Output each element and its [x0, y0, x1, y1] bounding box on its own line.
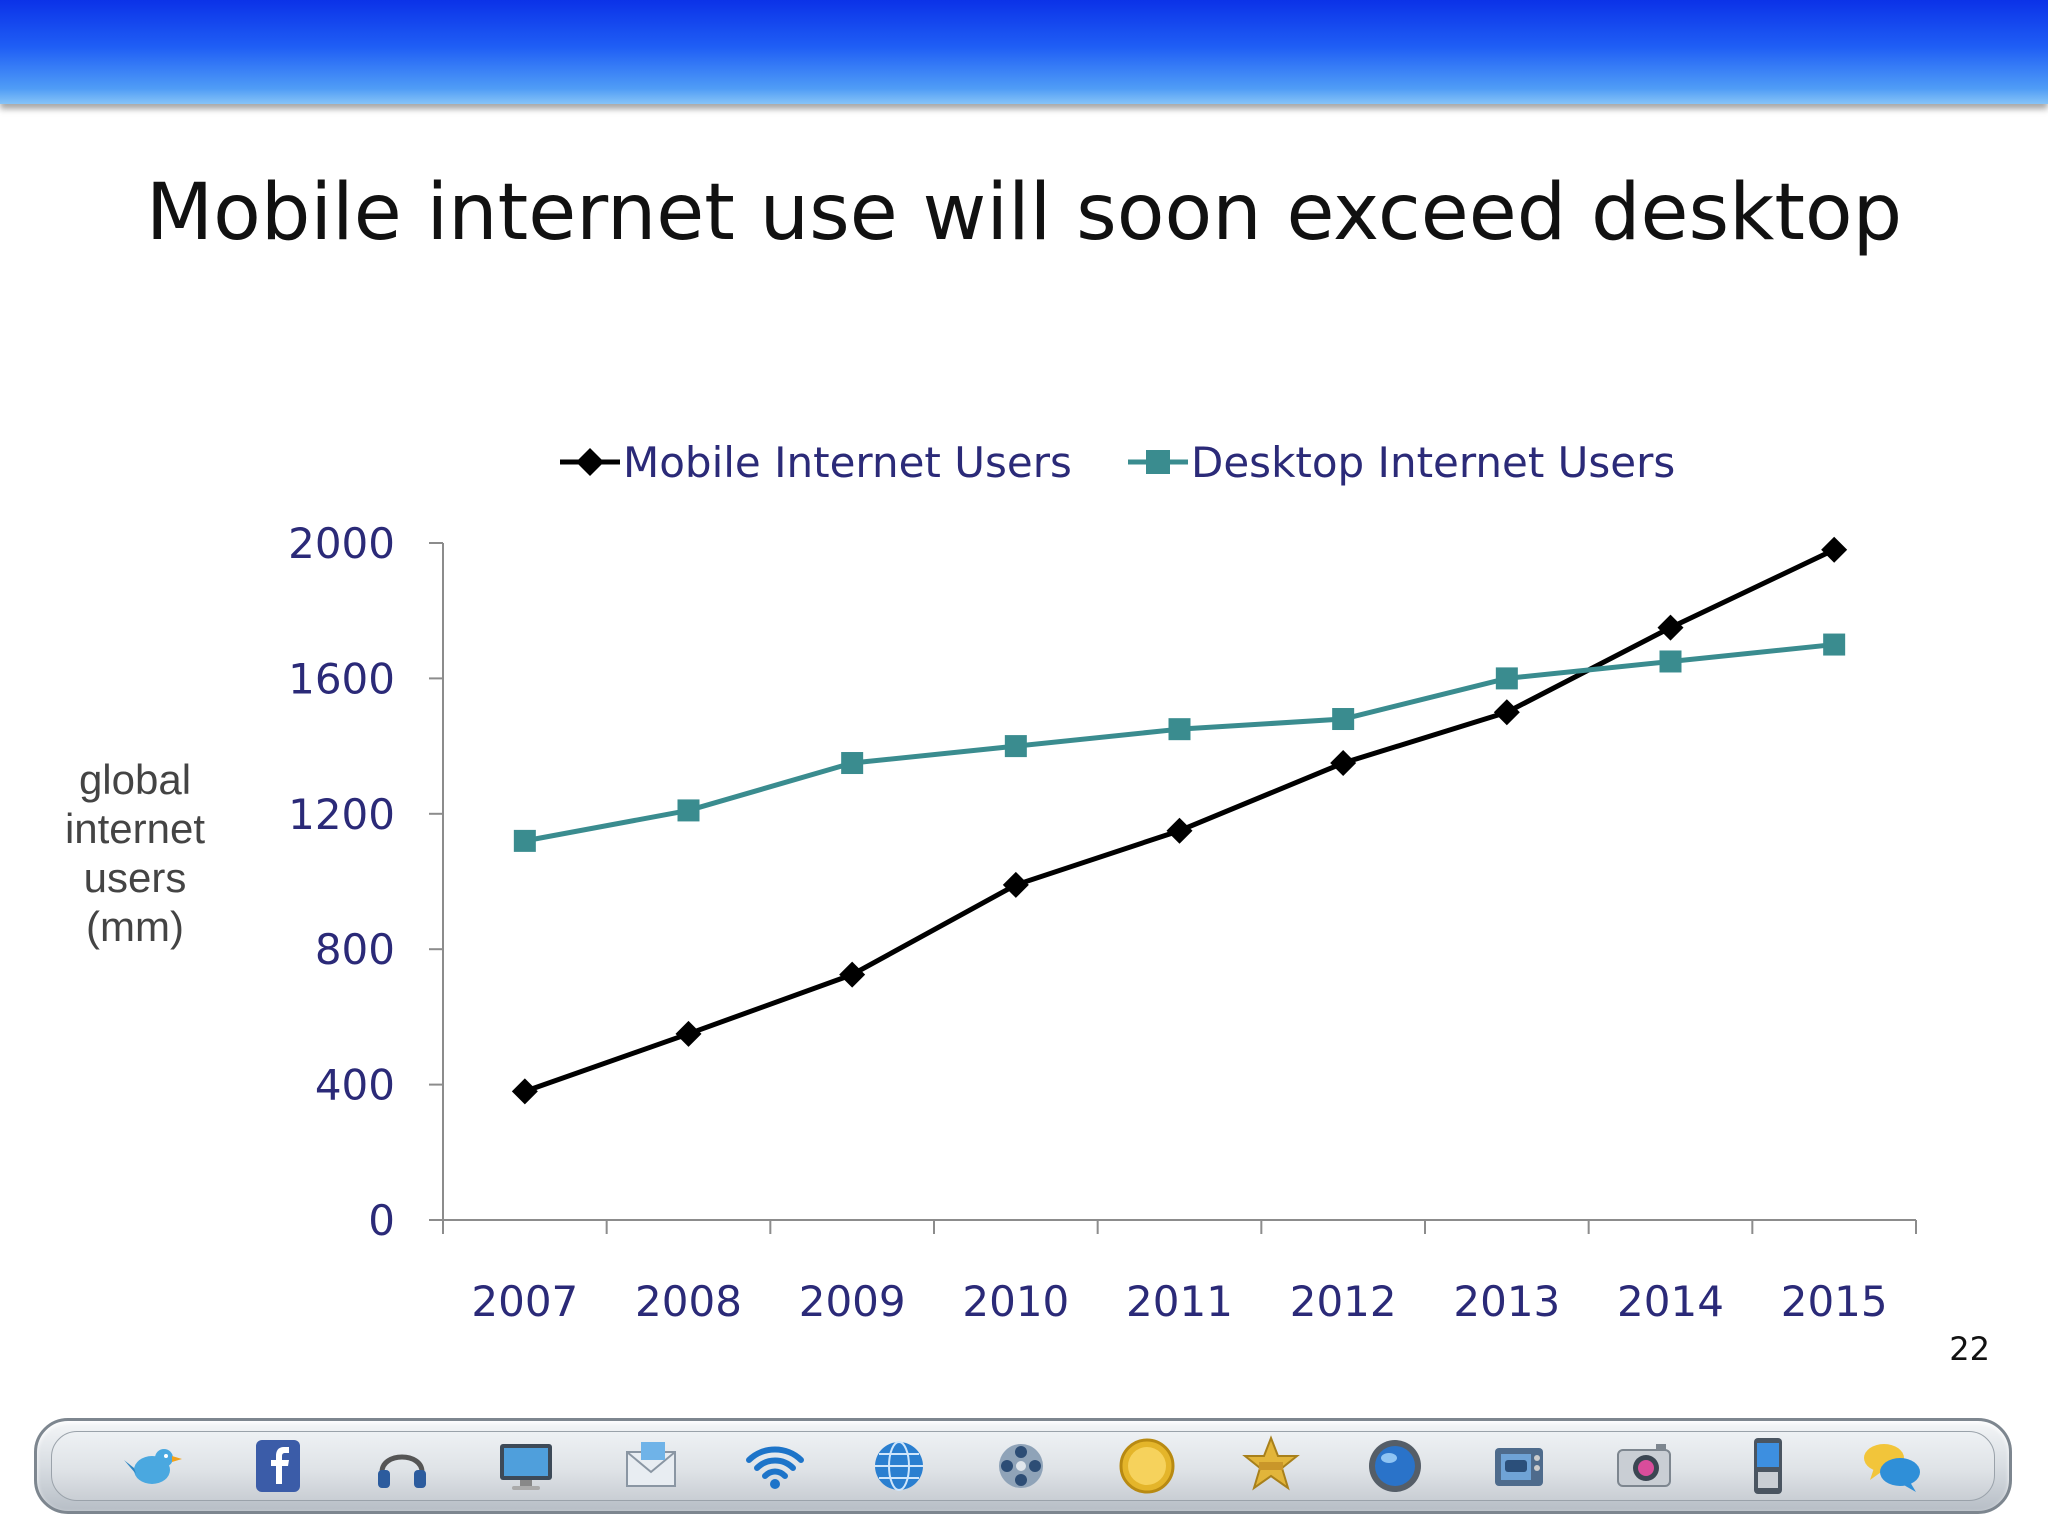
- data-point-marker: [1821, 536, 1848, 563]
- x-tick-label: 2008: [635, 1277, 742, 1326]
- data-point-marker: [1166, 817, 1193, 844]
- data-point-marker: [1823, 633, 1846, 656]
- legend-marker-1: [1146, 450, 1170, 474]
- wifi-icon[interactable]: [743, 1434, 807, 1498]
- y-tick-label: 400: [315, 1061, 395, 1110]
- data-point-marker: [513, 829, 536, 852]
- data-point-marker: [1332, 708, 1355, 731]
- y-tick-label: 0: [368, 1196, 395, 1245]
- x-tick-label: 2015: [1781, 1277, 1888, 1326]
- y-tick-label: 800: [315, 925, 395, 974]
- data-point-marker: [1495, 667, 1518, 690]
- data-point-marker: [675, 1020, 702, 1047]
- twitter-bird-icon[interactable]: [122, 1434, 186, 1498]
- legend-label-1: Desktop Internet Users: [1191, 438, 1675, 487]
- x-tick-label: 2010: [962, 1277, 1069, 1326]
- y-axis-title-line: (mm): [86, 903, 184, 950]
- series-line-1: [524, 642, 1835, 844]
- x-tick-label: 2013: [1453, 1277, 1560, 1326]
- data-point-marker: [1659, 650, 1682, 673]
- y-tick-label: 1200: [288, 790, 395, 839]
- top-banner: [0, 0, 2048, 104]
- chat-bubbles-icon[interactable]: [1860, 1434, 1924, 1498]
- x-tick-label: 2014: [1617, 1277, 1724, 1326]
- line-chart: 0 400 800 1200 1600 2000 2007 2008 2009 2010 2011 2…: [65, 438, 1917, 1326]
- mobile-phone-icon[interactable]: [1736, 1434, 1800, 1498]
- x-tick-label: 2012: [1290, 1277, 1397, 1326]
- y-tick-label: 2000: [288, 519, 395, 568]
- blue-orb-icon[interactable]: [1363, 1434, 1427, 1498]
- slide-title: Mobile internet use will soon exceed des…: [145, 168, 1903, 258]
- y-axis-title-line: global: [79, 756, 191, 803]
- legend-label-0: Mobile Internet Users: [623, 438, 1072, 487]
- x-tick-label: 2011: [1126, 1277, 1233, 1326]
- data-point-marker: [677, 799, 700, 822]
- facebook-icon[interactable]: [246, 1434, 310, 1498]
- y-tick-label: 1600: [288, 654, 395, 703]
- data-point-marker: [841, 752, 864, 775]
- y-axis-title-line: users: [84, 854, 187, 901]
- data-point-marker: [1657, 614, 1684, 641]
- data-point-marker: [1330, 750, 1357, 777]
- monitor-icon[interactable]: [494, 1434, 558, 1498]
- data-point-marker: [1002, 871, 1029, 898]
- gold-button-icon[interactable]: [1115, 1434, 1179, 1498]
- y-axis-title-line: internet: [65, 805, 205, 852]
- app-dock: [34, 1418, 2012, 1514]
- data-point-marker: [1168, 718, 1191, 741]
- mail-envelope-icon[interactable]: [619, 1434, 683, 1498]
- youtube-tv-icon[interactable]: [1487, 1434, 1551, 1498]
- data-point-marker: [511, 1078, 538, 1105]
- headphones-icon[interactable]: [370, 1434, 434, 1498]
- data-point-marker: [1004, 735, 1027, 758]
- data-point-marker: [1493, 699, 1520, 726]
- legend-marker-0: [576, 448, 604, 476]
- x-tick-label: 2007: [471, 1277, 578, 1326]
- x-tick-label: 2009: [799, 1277, 906, 1326]
- globe-icon[interactable]: [867, 1434, 931, 1498]
- data-point-marker: [839, 961, 866, 988]
- sheriff-badge-icon[interactable]: [1239, 1434, 1303, 1498]
- film-reel-icon[interactable]: [991, 1434, 1055, 1498]
- dock-icon-row: [51, 1431, 1995, 1501]
- page-number: 22: [1949, 1330, 1990, 1368]
- camera-icon[interactable]: [1612, 1434, 1676, 1498]
